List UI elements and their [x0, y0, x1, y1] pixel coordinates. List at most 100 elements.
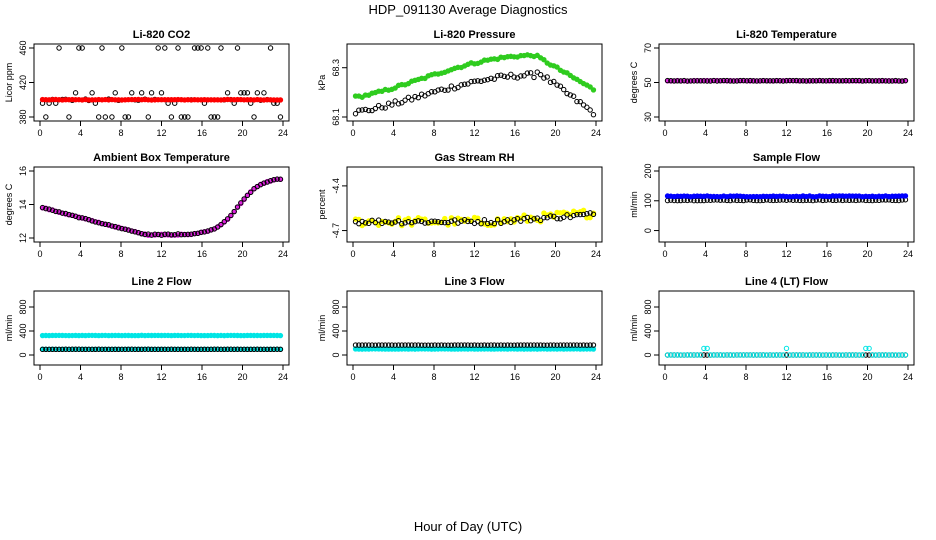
- data-point: [89, 90, 95, 96]
- data-point: [405, 342, 412, 348]
- data-point: [501, 342, 507, 348]
- data-point: [185, 114, 191, 120]
- data-point: [138, 230, 145, 237]
- data-point: [488, 75, 494, 82]
- data-point: [138, 346, 145, 353]
- data-point: [892, 352, 899, 358]
- data-point: [770, 352, 776, 358]
- panel-y-label: ml/min: [4, 315, 14, 342]
- panel-4: Gas Stream RH percent 0 4 8 12 16 20 24 -4.4 -4.7: [317, 152, 603, 259]
- data-point: [833, 78, 839, 84]
- data-point: [109, 114, 115, 120]
- data-point: [724, 352, 730, 358]
- data-point: [547, 342, 554, 348]
- data-point: [409, 97, 415, 103]
- x-tick-label: 0: [662, 128, 667, 138]
- x-tick-label: 8: [118, 372, 123, 382]
- data-point: [668, 77, 674, 84]
- data-point: [241, 196, 247, 202]
- data-point: [494, 342, 501, 348]
- data-point: [508, 219, 514, 226]
- data-point: [198, 45, 204, 51]
- data-point: [96, 346, 102, 352]
- data-point: [132, 229, 138, 235]
- data-point: [231, 208, 237, 215]
- data-point: [39, 204, 46, 211]
- series-cyan: [664, 345, 909, 358]
- x-tick-label: 20: [862, 249, 872, 259]
- data-point: [448, 218, 455, 224]
- data-point: [92, 219, 99, 225]
- data-point: [664, 352, 671, 358]
- data-point: [757, 78, 763, 84]
- data-point: [451, 217, 458, 223]
- data-point: [165, 346, 171, 352]
- data-point: [694, 352, 700, 358]
- data-point: [277, 332, 284, 339]
- data-point: [277, 346, 284, 352]
- data-point: [267, 45, 274, 51]
- data-point: [438, 342, 445, 348]
- data-point: [714, 78, 720, 84]
- data-point: [508, 71, 514, 78]
- data-point: [428, 89, 435, 95]
- data-point: [567, 342, 574, 348]
- data-point: [412, 93, 418, 100]
- panel-y-label: ml/min: [629, 191, 639, 218]
- data-point: [783, 345, 790, 352]
- data-point: [504, 74, 511, 80]
- data-point: [521, 215, 527, 222]
- data-point: [889, 78, 895, 84]
- data-point: [687, 78, 694, 84]
- data-point: [730, 78, 737, 84]
- data-point: [557, 342, 564, 348]
- data-point: [158, 90, 165, 96]
- x-tick-label: 16: [197, 372, 207, 382]
- data-point: [211, 346, 218, 352]
- data-point: [191, 45, 198, 51]
- panel-8: Line 4 (LT) Flow ml/min 0 4 8 12 16 20 24 0 400 800: [629, 276, 915, 382]
- data-point: [62, 346, 69, 352]
- x-tick-label: 12: [469, 249, 479, 259]
- data-point: [717, 78, 724, 84]
- series-black: [39, 346, 284, 353]
- data-point: [707, 352, 714, 358]
- data-point: [165, 231, 171, 237]
- x-tick-label: 24: [278, 372, 288, 382]
- data-point: [816, 352, 823, 358]
- x-tick-label: 8: [743, 128, 748, 138]
- x-tick-label: 8: [431, 372, 436, 382]
- data-point: [757, 352, 763, 358]
- series-magenta: [39, 176, 284, 239]
- data-point: [366, 107, 372, 114]
- data-point: [76, 45, 82, 51]
- data-point: [856, 77, 862, 84]
- data-point: [830, 77, 836, 84]
- data-point: [145, 346, 151, 352]
- x-tick-label: 4: [391, 249, 396, 259]
- data-point: [428, 342, 435, 348]
- data-point: [89, 346, 95, 353]
- data-point: [551, 342, 557, 348]
- x-tick-label: 0: [37, 128, 42, 138]
- data-point: [504, 342, 511, 348]
- data-point: [491, 76, 498, 82]
- x-tick-label: 12: [156, 128, 166, 138]
- data-point: [574, 211, 580, 218]
- panel-0: Li-820 CO2 Licor ppm 0 4 8 12 16 20 24 380 420 460: [4, 29, 290, 138]
- series-red: [39, 96, 284, 103]
- data-point: [181, 114, 188, 120]
- data-point: [760, 352, 767, 358]
- panel-y-label: kPa: [317, 75, 327, 91]
- data-point: [158, 346, 165, 353]
- data-point: [195, 230, 201, 237]
- series-black: [664, 77, 909, 84]
- data-point: [228, 346, 234, 352]
- data-point: [119, 225, 125, 232]
- data-point: [787, 352, 793, 358]
- y-tick-label: -4.4: [331, 178, 341, 194]
- data-point: [570, 342, 577, 348]
- data-point: [561, 86, 567, 93]
- data-point: [148, 346, 155, 352]
- x-tick-label: 4: [78, 128, 83, 138]
